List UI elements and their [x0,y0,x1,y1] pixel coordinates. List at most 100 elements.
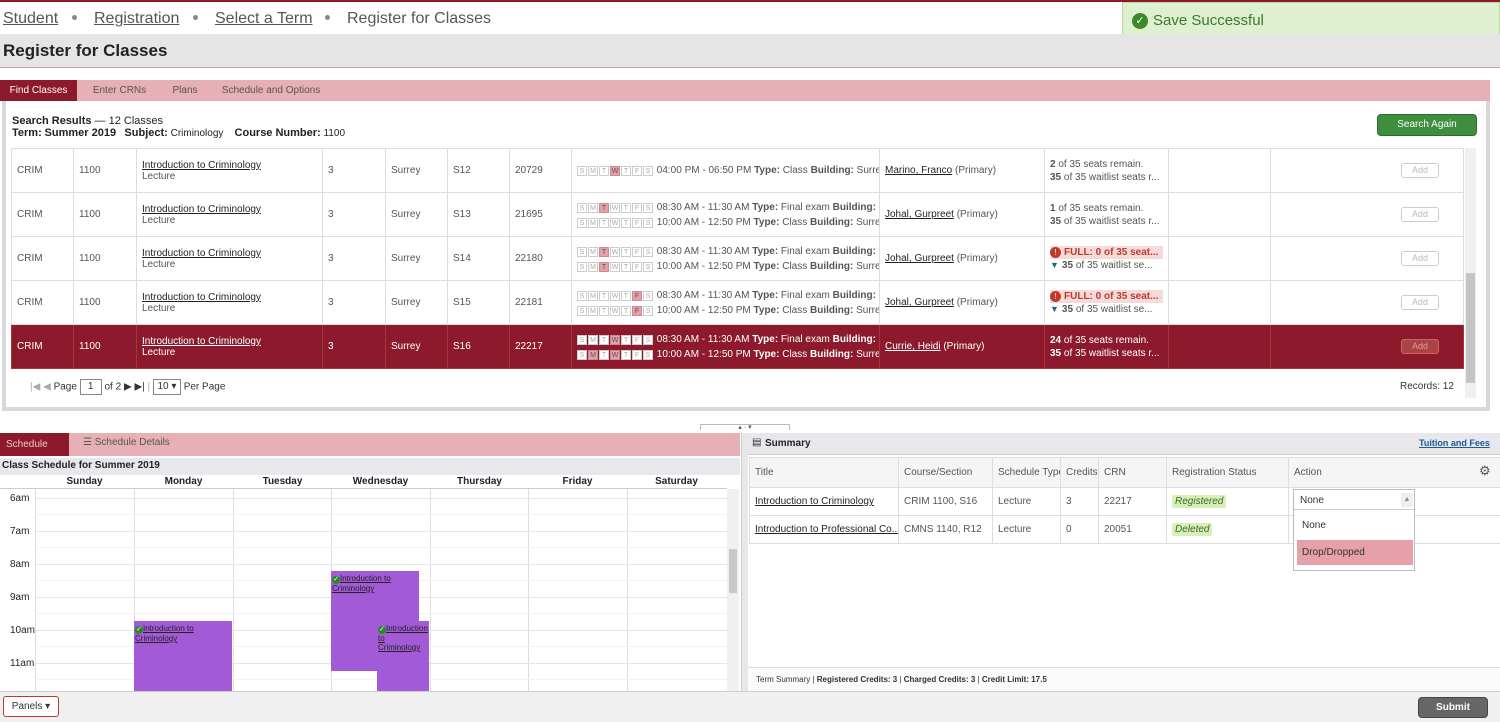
instructor-role: (Primary) [940,341,985,352]
add-button[interactable]: Add [1401,295,1439,310]
tab-plans[interactable]: Plans [172,85,198,96]
table-row[interactable]: CRIM 1100 Introduction to Criminology Lectu… [11,192,1464,237]
tab-enter-crns[interactable]: Enter CRNs [92,85,147,96]
summary-column-header[interactable]: Action [1288,457,1500,488]
building-label: Building: [832,201,876,213]
instructor-link[interactable]: Marino, Franco [885,165,953,176]
meeting-time: 10:00 AM - 12:50 PM [656,304,751,316]
subject-value: Criminology [170,128,224,139]
day-box: F [632,246,642,257]
action-dropdown[interactable]: None ▲ None Drop/Dropped [1293,489,1415,571]
breadcrumb-registration[interactable]: Registration [94,10,180,27]
action-dropdown-value[interactable]: None [1294,490,1414,510]
course-title-link[interactable]: Introduction to Criminology [142,247,261,259]
last-page-icon[interactable]: ▶| [134,381,145,393]
tab-schedule-options[interactable]: Schedule and Options [221,85,321,96]
course-title-link[interactable]: Introduction to Criminology [142,159,261,171]
waitlist-line: ▼ 35 of 35 waitlist se... [1050,259,1163,272]
type-label: Type: [752,201,779,213]
calendar-event[interactable]: ✓Introduction to Criminology [134,621,232,691]
subject-cell: CRIM [11,324,74,369]
summary-column-header[interactable]: Title [749,457,899,488]
day-box: T [621,334,631,345]
meeting-time: 10:00 AM - 12:50 PM [656,216,751,228]
instructor-cell: Marino, Franco (Primary) [879,148,1045,193]
table-row[interactable]: CRIM 1100 Introduction to Criminology Lectu… [11,148,1464,193]
grid-line [35,498,727,499]
hour-label: 8am [10,559,30,570]
add-button[interactable]: Add [1401,251,1439,266]
table-row[interactable]: CRIM 1100 Introduction to Criminology Lectu… [11,324,1464,369]
scrollbar-thumb[interactable] [1466,273,1475,383]
tab-schedule[interactable]: Schedule [0,433,69,456]
campus-cell: Surrey [385,236,448,281]
instructor-link[interactable]: Currie, Heidi [885,341,941,352]
of-label: of [104,381,113,393]
event-title[interactable]: Introduction to Criminology [378,624,428,652]
search-again-button[interactable]: Search Again [1377,114,1477,136]
calendar-event[interactable]: ✓Introduction to Criminology [377,621,429,691]
meeting-type: Class [779,348,811,360]
summary-column-header[interactable]: Credits [1060,457,1099,488]
summary-column-header[interactable]: Course/Section [898,457,993,488]
dropdown-option-none[interactable]: None [1302,520,1326,531]
breadcrumb-student[interactable]: Student [3,10,59,27]
page-input[interactable]: 1 [79,379,102,395]
subject-cell: CRIM [11,280,74,325]
vertical-splitter[interactable] [741,433,748,691]
add-button[interactable]: Add [1401,163,1439,178]
day-box: S [643,334,653,345]
panel-splitter[interactable]: ▴ · ▾ [0,416,1500,431]
seats-line: 24 of 35 seats remain. [1050,334,1163,347]
per-page-select[interactable]: 10 ▾ [152,379,181,395]
first-page-icon[interactable]: |◀ [30,381,41,393]
summary-course-link[interactable]: Introduction to Professional Co... [755,524,899,535]
type-label: Type: [752,245,779,257]
calendar-scrollbar[interactable] [727,489,739,691]
waitlist-count: 35 [1050,347,1062,359]
tab-schedule-details[interactable]: ☰ Schedule Details [83,437,170,448]
settings-gear-icon[interactable]: ⚙ [1479,463,1491,478]
instructor-role: (Primary) [953,209,998,220]
next-page-icon[interactable]: ▶ [123,381,132,393]
prev-page-icon[interactable]: ◀ [43,381,51,393]
course-title-link[interactable]: Introduction to Criminology [142,291,261,303]
submit-button[interactable]: Submit [1418,697,1488,718]
day-header-monday: Monday [164,476,203,487]
check-icon: ✓ [332,576,340,584]
day-box: S [577,261,587,272]
add-button[interactable]: Add [1401,207,1439,222]
instructor-link[interactable]: Johal, Gurpreet [885,297,954,308]
instructor-cell: Johal, Gurpreet (Primary) [879,280,1045,325]
course-title-link[interactable]: Introduction to Criminology [142,203,261,215]
campus-cell: Surrey [385,192,448,237]
event-title[interactable]: Introduction to Criminology [332,574,391,593]
tuition-fees-link[interactable]: Tuition and Fees [1419,438,1490,448]
check-icon: ✓ [378,626,386,634]
event-title[interactable]: Introduction to Criminology [135,624,194,643]
breadcrumb-select-term[interactable]: Select a Term [215,10,313,27]
tab-find-classes[interactable]: Find Classes [0,80,77,101]
summary-column-header[interactable]: CRN [1098,457,1167,488]
chevron-down-icon[interactable]: ▲ [1401,493,1413,507]
registration-status-badge: Registered [1172,495,1227,508]
summary-column-header[interactable]: Registration Status [1166,457,1289,488]
instructor-link[interactable]: Johal, Gurpreet [885,253,954,264]
add-button[interactable]: Add [1401,339,1439,354]
table-row[interactable]: CRIM 1100 Introduction to Criminology Lectu… [11,236,1464,281]
table-row[interactable]: CRIM 1100 Introduction to Criminology Lectu… [11,280,1464,325]
instructor-link[interactable]: Johal, Gurpreet [885,209,954,220]
panels-button[interactable]: Panels ▾ [3,696,59,717]
day-box: S [577,217,587,228]
course-title-link[interactable]: Introduction to Criminology [142,335,261,347]
meeting-type: Final exam [778,245,833,257]
summary-column-header[interactable]: Schedule Type [992,457,1061,488]
dropdown-option-drop[interactable]: Drop/Dropped [1297,540,1413,565]
add-cell: Add [1270,236,1464,281]
results-scrollbar[interactable] [1465,148,1476,398]
waitlist-count: 35 [1050,215,1062,227]
summary-course-link[interactable]: Introduction to Criminology [755,496,874,507]
per-page-label: Per Page [183,381,226,393]
